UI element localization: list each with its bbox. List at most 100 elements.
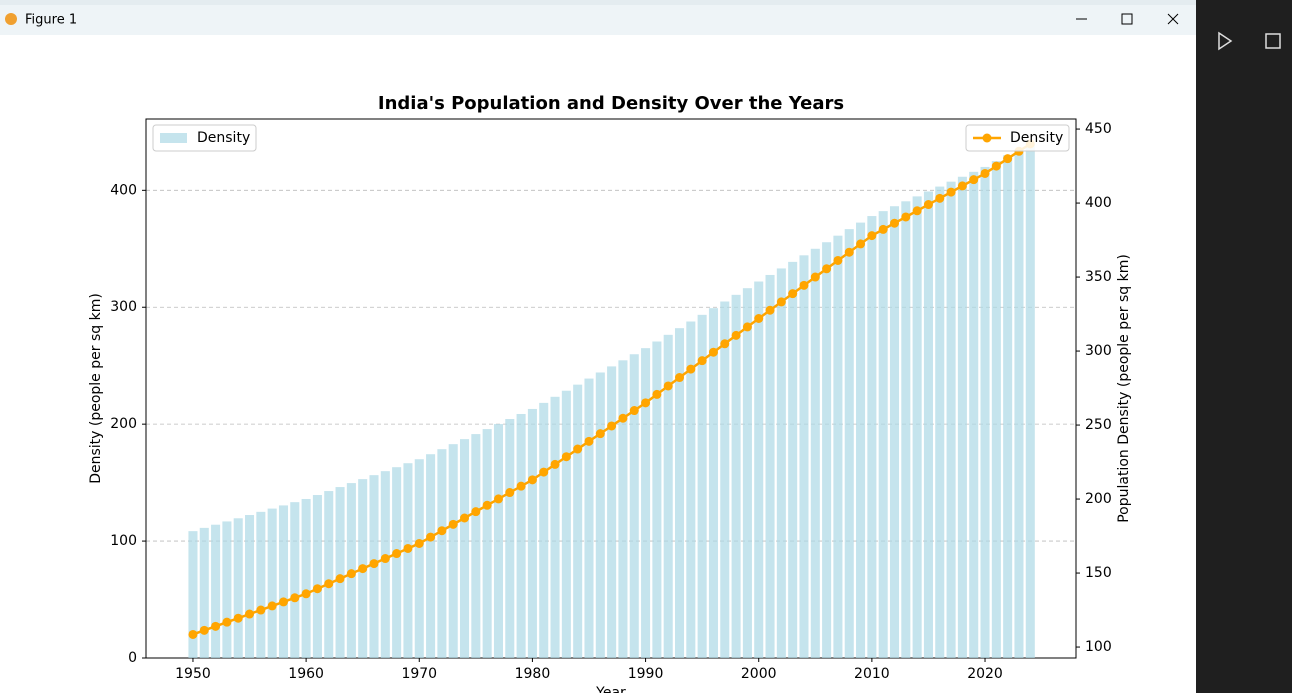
point — [675, 373, 685, 383]
y2-axis-label: Population Density (people per sq km) — [1116, 254, 1132, 523]
point — [754, 313, 764, 323]
point — [290, 593, 300, 603]
bar — [957, 176, 967, 658]
bar — [1025, 143, 1035, 658]
y-tick-label: 300 — [110, 299, 137, 315]
point — [652, 389, 662, 399]
bar — [403, 463, 413, 658]
bar — [969, 171, 979, 658]
bar — [720, 301, 730, 658]
point — [482, 500, 492, 510]
point — [697, 356, 707, 366]
split-button[interactable] — [1265, 33, 1281, 49]
bar — [901, 201, 911, 658]
run-button[interactable] — [1218, 31, 1233, 51]
x-tick-label: 1950 — [175, 666, 211, 682]
point — [844, 247, 854, 257]
y-tick-label: 400 — [110, 182, 137, 198]
point — [256, 605, 266, 615]
legend-box — [965, 124, 1070, 152]
point — [471, 507, 481, 517]
point — [810, 272, 820, 282]
bar — [222, 521, 232, 658]
bar — [550, 396, 560, 658]
bar — [946, 181, 956, 658]
point — [867, 231, 877, 241]
bar — [889, 206, 900, 659]
point — [641, 398, 651, 408]
x-tick-label: 2000 — [741, 666, 777, 682]
point — [426, 532, 436, 542]
bar — [731, 294, 741, 658]
legend-box — [152, 124, 257, 152]
point — [901, 212, 911, 222]
close-button[interactable] — [1167, 13, 1179, 25]
y2-tick-label: 300 — [1085, 343, 1112, 359]
bar — [539, 402, 549, 658]
point — [799, 280, 809, 290]
bar — [527, 408, 537, 658]
bar — [245, 515, 255, 658]
point — [731, 330, 741, 340]
bar — [392, 467, 402, 658]
bar — [493, 424, 503, 658]
x-tick-label: 1970 — [401, 666, 437, 682]
point — [527, 475, 537, 485]
point — [550, 459, 560, 469]
point — [188, 629, 198, 639]
bar — [290, 502, 300, 658]
title-bar — [0, 5, 1196, 35]
maximize-button[interactable] — [1121, 13, 1133, 25]
bar — [607, 366, 617, 658]
bar — [437, 449, 447, 658]
point — [663, 381, 673, 391]
point — [969, 175, 979, 185]
bar — [935, 186, 945, 659]
point — [686, 364, 696, 374]
point — [946, 187, 956, 197]
point — [380, 554, 390, 564]
point — [346, 569, 356, 579]
point — [211, 621, 221, 631]
point — [222, 617, 232, 627]
point — [720, 339, 730, 349]
y2-tick-label: 250 — [1085, 417, 1112, 433]
y-tick-label: 100 — [110, 533, 137, 549]
bar — [561, 390, 571, 658]
legend-marker — [982, 133, 992, 143]
y-tick-label: 200 — [110, 416, 137, 432]
bar — [822, 242, 832, 658]
bar — [663, 334, 673, 658]
point — [923, 200, 933, 210]
x-tick-label: 1960 — [288, 666, 324, 682]
bar — [674, 328, 685, 658]
point — [516, 481, 526, 491]
bar — [799, 255, 809, 658]
y2-tick-label: 400 — [1085, 195, 1112, 211]
point — [392, 549, 402, 559]
bar — [256, 511, 266, 658]
bar — [584, 378, 594, 658]
point — [312, 584, 322, 594]
point — [595, 429, 605, 439]
point — [324, 579, 334, 589]
point — [573, 444, 583, 454]
bar — [742, 288, 752, 658]
point — [199, 625, 209, 635]
x-tick-label: 2020 — [967, 666, 1003, 682]
bar — [471, 434, 481, 658]
bar — [686, 321, 696, 658]
bar — [912, 196, 922, 658]
bar — [324, 491, 334, 658]
bar — [312, 495, 322, 658]
point — [708, 347, 718, 357]
point — [742, 322, 752, 332]
point — [493, 494, 503, 504]
y2-tick-label: 100 — [1085, 639, 1112, 655]
window-title: Figure 1 — [25, 13, 77, 28]
point — [618, 413, 628, 423]
point — [776, 297, 786, 307]
bar — [980, 166, 990, 659]
bar — [199, 527, 209, 658]
